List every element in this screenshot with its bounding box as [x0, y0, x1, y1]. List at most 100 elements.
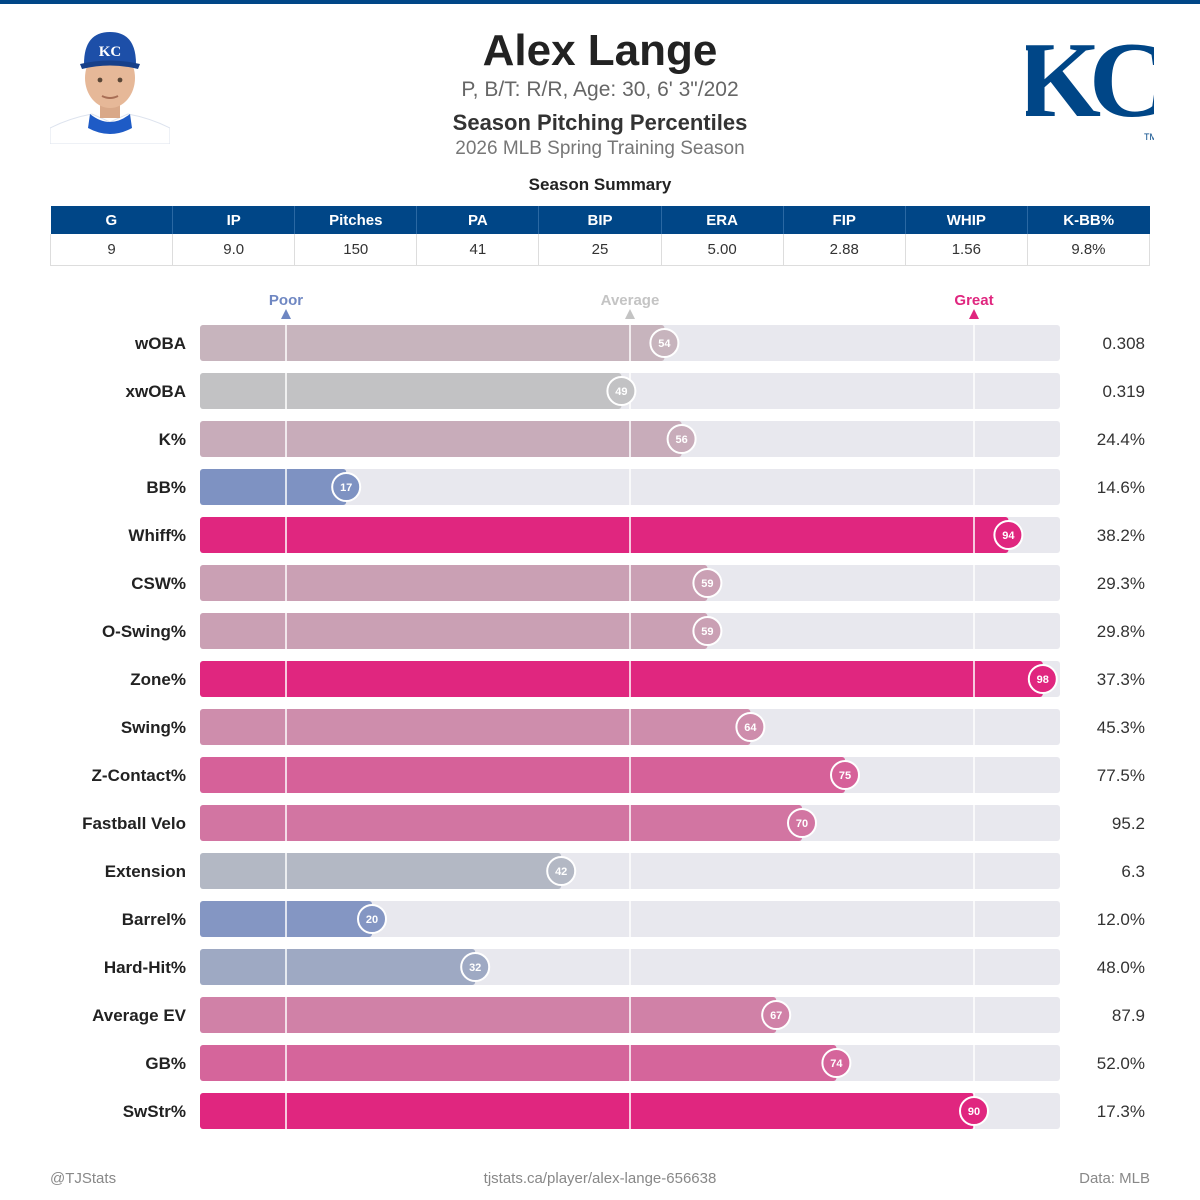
- percentile-marker: [821, 1048, 852, 1078]
- percentile-label: 56: [675, 434, 687, 446]
- metric-label: Z-Contact%: [92, 766, 186, 785]
- summary-value-row: 9 9.0 150 41 25 5.00 2.88 1.56 9.8%: [49, 234, 1151, 266]
- metric-label: wOBA: [134, 334, 186, 353]
- percentile-label: 70: [796, 818, 808, 830]
- footer-source: Data: MLB: [1079, 1170, 1150, 1187]
- season-subtitle: 2026 MLB Spring Training Season: [455, 138, 745, 159]
- reference-marker-poor: [281, 309, 291, 319]
- summary-value: 41: [416, 234, 540, 266]
- summary-header: Pitches: [294, 206, 418, 234]
- reference-label-poor: Poor: [269, 292, 303, 309]
- percentile-marker: [357, 904, 387, 934]
- percentile-marker: [735, 712, 766, 742]
- percentile-bar: [200, 997, 777, 1033]
- player-bio: P, B/T: R/R, Age: 30, 6' 3"/202: [461, 78, 739, 101]
- percentile-marker: [761, 1000, 792, 1030]
- percentile-bar: [200, 565, 708, 601]
- percentile-bar: [200, 757, 845, 793]
- player-name: Alex Lange: [482, 26, 718, 75]
- stat-value: 0.319: [1102, 382, 1145, 401]
- percentile-marker: [959, 1096, 989, 1126]
- summary-value: 9: [49, 234, 174, 266]
- stat-value: 29.8%: [1097, 622, 1145, 641]
- percentile-marker: [830, 760, 860, 790]
- percentile-label: 49: [615, 386, 627, 398]
- metric-label: Extension: [105, 862, 186, 881]
- percentile-label: 74: [830, 1058, 843, 1070]
- percentile-marker: [666, 424, 697, 454]
- percentile-label: 17: [340, 482, 352, 494]
- percentile-label: 59: [701, 626, 713, 638]
- season-summary-table: G IP Pitches PA BIP ERA FIP WHIP K-BB% 9…: [49, 206, 1151, 266]
- percentile-marker: [692, 616, 723, 646]
- percentile-bar: [200, 1093, 974, 1129]
- stat-value: 6.3: [1121, 862, 1145, 881]
- percentile-bar: [200, 613, 708, 649]
- stat-value: 0.308: [1102, 334, 1145, 353]
- summary-header-row: G IP Pitches PA BIP ERA FIP WHIP K-BB%: [50, 206, 1150, 234]
- percentile-label: 59: [701, 578, 713, 590]
- summary-value: 25: [538, 234, 662, 266]
- metric-label: SwStr%: [123, 1102, 186, 1121]
- metric-label: Zone%: [130, 670, 186, 689]
- percentile-bar: [200, 421, 682, 457]
- summary-header: WHIP: [905, 206, 1028, 234]
- summary-value: 5.00: [661, 234, 784, 266]
- metric-label: xwOBA: [126, 382, 186, 401]
- percentile-label: 98: [1037, 674, 1049, 686]
- metric-label: Barrel%: [122, 910, 186, 929]
- metric-label: O-Swing%: [102, 622, 186, 641]
- footer-url: tjstats.ca/player/alex-lange-656638: [483, 1170, 717, 1187]
- footer-credit: @TJStats: [50, 1170, 117, 1187]
- percentile-bar: [200, 709, 751, 745]
- percentile-bar: [200, 325, 665, 361]
- percentile-label: 75: [839, 770, 851, 782]
- percentile-label: 94: [1002, 530, 1015, 542]
- kc-royals-logo: KC TM: [1017, 21, 1171, 144]
- percentile-label: 42: [555, 866, 567, 878]
- stat-value: 95.2: [1112, 814, 1145, 833]
- summary-header: K-BB%: [1027, 206, 1150, 234]
- metric-label: Whiff%: [128, 526, 186, 545]
- summary-value: 2.88: [783, 234, 906, 266]
- summary-header: PA: [416, 206, 540, 234]
- percentile-marker: [993, 520, 1024, 550]
- percentile-marker: [649, 328, 680, 358]
- percentile-bar: [200, 805, 802, 841]
- metric-label: BB%: [146, 478, 186, 497]
- percentile-marker: [692, 568, 723, 598]
- reference-marker-average: [625, 309, 635, 319]
- stat-value: 29.3%: [1097, 574, 1145, 593]
- top-rule: [0, 0, 1200, 4]
- metric-label: GB%: [145, 1054, 186, 1073]
- percentile-bar: [200, 949, 476, 985]
- summary-header: ERA: [661, 206, 784, 234]
- metric-label: Average EV: [92, 1006, 187, 1025]
- percentile-bar: [200, 517, 1009, 553]
- stat-value: 17.3%: [1097, 1102, 1145, 1121]
- percentile-bar: [200, 469, 347, 505]
- stat-value: 87.9: [1112, 1006, 1145, 1025]
- report-title: Season Pitching Percentiles: [452, 110, 748, 135]
- stat-value: 48.0%: [1097, 958, 1145, 977]
- percentile-marker: [460, 952, 491, 982]
- metric-label: Swing%: [121, 718, 186, 737]
- percentile-marker: [787, 808, 817, 838]
- summary-header: FIP: [783, 206, 906, 234]
- percentile-label: 20: [366, 914, 378, 926]
- summary-value: 9.0: [172, 234, 296, 266]
- metric-label: K%: [159, 430, 186, 449]
- percentile-marker: [1027, 664, 1058, 694]
- summary-title: Season Summary: [528, 175, 672, 194]
- reference-label-average: Average: [601, 292, 660, 309]
- stat-value: 24.4%: [1097, 430, 1145, 449]
- svg-text:KC: KC: [1026, 26, 1154, 140]
- summary-header: IP: [172, 206, 296, 234]
- percentile-chart: Poor Average Great wOBA 54 0.308 xwOBA 49 0.319 K…: [82, 292, 1145, 1129]
- percentile-marker: [606, 376, 637, 406]
- summary-value: 9.8%: [1027, 234, 1151, 266]
- stat-value: 45.3%: [1097, 718, 1145, 737]
- percentile-bar: [200, 661, 1043, 697]
- summary-header: BIP: [538, 206, 662, 234]
- stat-value: 37.3%: [1097, 670, 1145, 689]
